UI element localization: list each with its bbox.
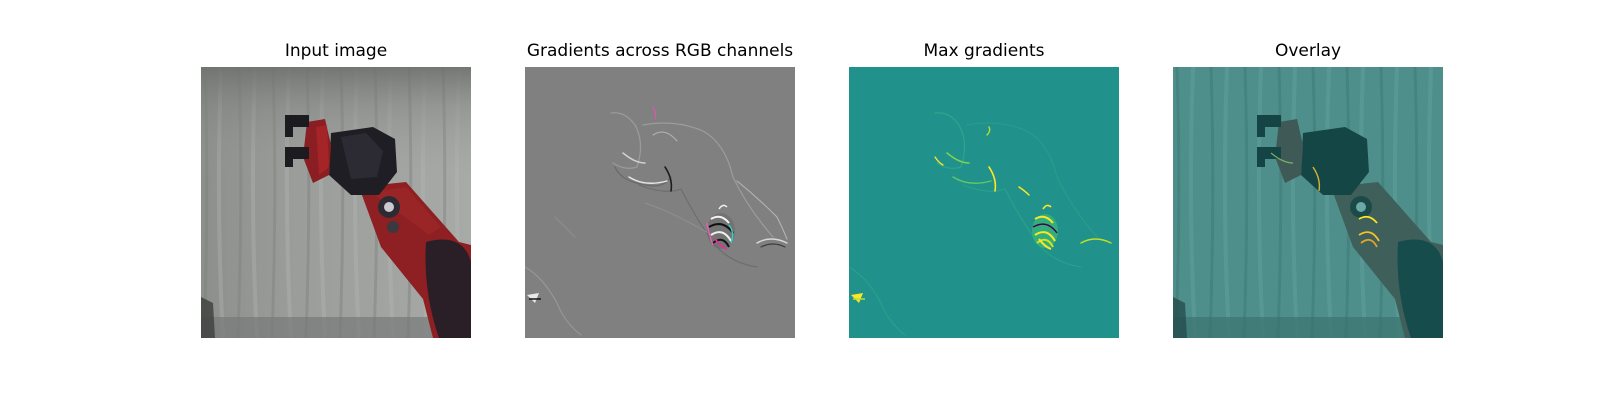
panel-title: Gradients across RGB channels — [526, 41, 794, 61]
rgb-gradient-image — [525, 67, 795, 338]
panel-rgb-gradients: Gradients across RGB channels — [525, 0, 795, 400]
max-gradient-image — [849, 67, 1119, 338]
panel-title: Overlay — [1274, 41, 1342, 61]
panel-overlay: Overlay — [1173, 0, 1443, 400]
panel-title: Max gradients — [923, 41, 1045, 61]
input-image — [201, 67, 471, 338]
overlay-image — [1173, 67, 1443, 338]
panel-title: Input image — [284, 41, 388, 61]
panel-max-gradients: Max gradients — [849, 0, 1119, 400]
panel-input-image: Input image — [201, 0, 471, 400]
